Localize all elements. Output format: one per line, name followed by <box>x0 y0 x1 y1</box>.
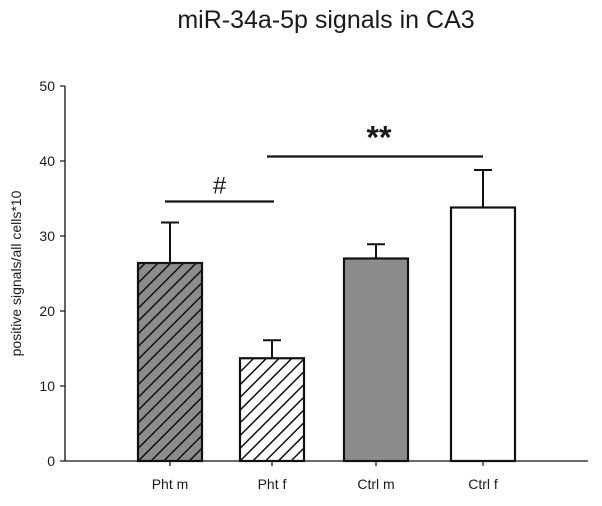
chart-title: miR-34a-5p signals in CA3 <box>177 6 475 34</box>
y-tick-label: 30 <box>39 228 55 244</box>
x-tick-label: Pht m <box>152 476 189 492</box>
x-tick-label: Ctrl f <box>468 476 498 492</box>
significance-annotations: # ** <box>165 120 483 203</box>
bar-pht-f <box>238 357 306 463</box>
y-tick-label: 40 <box>39 153 55 169</box>
y-tick-label: 20 <box>39 303 55 319</box>
x-tick-label: Pht f <box>258 476 287 492</box>
y-tick-label: 10 <box>39 378 55 394</box>
significance-label: ** <box>367 120 392 156</box>
y-tick-label: 50 <box>39 78 55 94</box>
bars: Pht m Pht f Ctrl m Ctrl f <box>136 169 517 492</box>
significance-label: # <box>213 173 227 200</box>
bar-ctrl-f <box>449 206 517 463</box>
axes: 0 10 20 30 40 50 positive signals/all cells*10 <box>8 78 588 469</box>
y-tick-label: 0 <box>47 453 55 469</box>
y-axis-label: positive signals/all cells*10 <box>8 190 24 356</box>
bar-ctrl-m <box>342 257 410 463</box>
bar-pht-m <box>136 261 204 463</box>
x-tick-label: Ctrl m <box>357 476 394 492</box>
